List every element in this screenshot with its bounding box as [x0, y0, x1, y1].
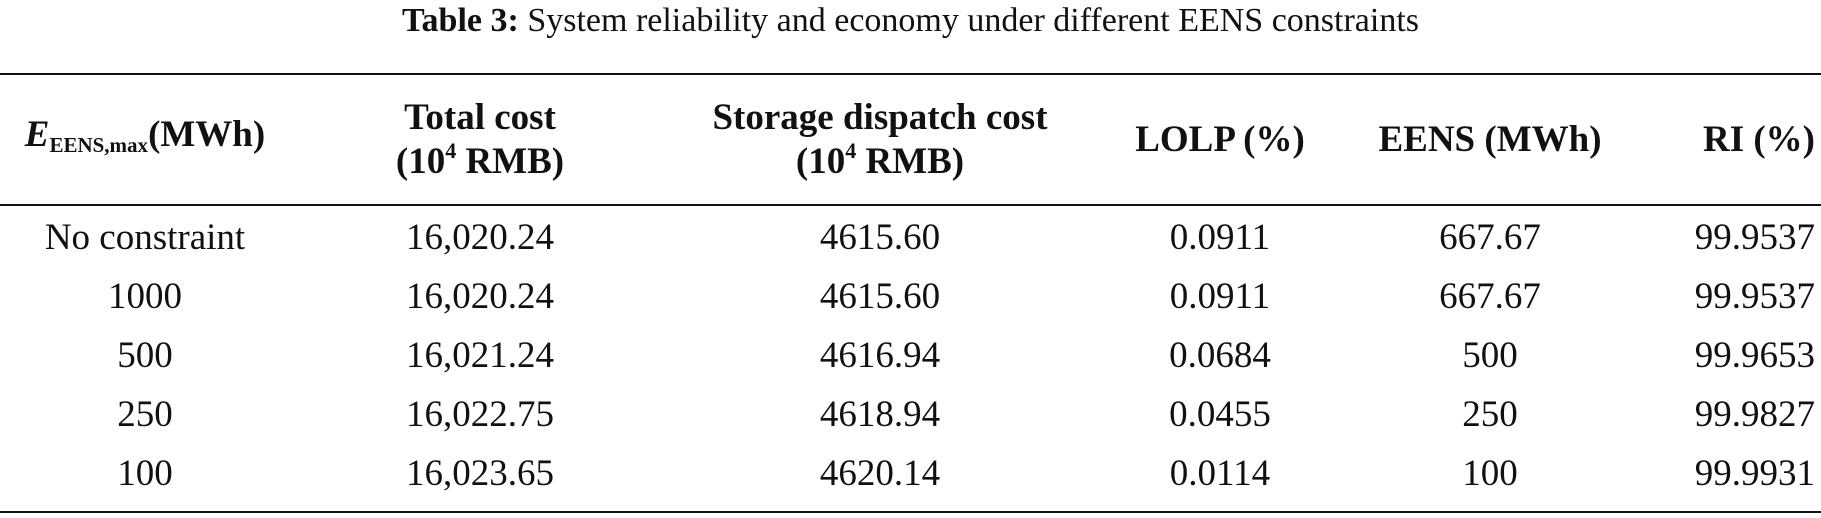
cell-lolp: 0.0455 — [1169, 393, 1271, 435]
cell-constraint: 1000 — [108, 275, 182, 317]
cell-lolp: 0.0684 — [1169, 334, 1271, 376]
table-row: 100 16,023.65 4620.14 0.0114 100 99.9931 — [0, 444, 1821, 503]
cell-total-cost: 16,022.75 — [406, 393, 554, 435]
table-caption: Table 3: System reliability and economy … — [0, 0, 1821, 48]
cell-total-cost: 16,020.24 — [406, 216, 554, 258]
header-storage-cost-line2: (104 RMB) — [670, 140, 1090, 184]
cell-eens: 667.67 — [1439, 275, 1541, 317]
header-total-cost-unit-suffix: RMB) — [456, 141, 565, 182]
table-caption-label: Table 3: — [402, 2, 519, 39]
table-row: 250 16,022.75 4618.94 0.0455 250 99.9827 — [0, 385, 1821, 444]
cell-storage-cost: 4618.94 — [819, 393, 941, 435]
table-caption-text: System reliability and economy under dif… — [527, 2, 1419, 39]
cell-ri: 99.9653 — [1694, 334, 1815, 376]
header-eens-max: EEENS,max(MWh) — [0, 76, 290, 204]
cell-eens: 100 — [1462, 452, 1518, 494]
header-total-cost-unit-prefix: (10 — [395, 141, 446, 182]
header-total-cost-exponent: 4 — [445, 138, 457, 163]
cell-ri: 99.9537 — [1694, 275, 1815, 317]
cell-total-cost: 16,020.24 — [406, 275, 554, 317]
header-storage-cost-line1: Storage dispatch cost — [712, 97, 1048, 138]
table-row: 500 16,021.24 4616.94 0.0684 500 99.9653 — [0, 326, 1821, 385]
header-total-cost-line2: (104 RMB) — [290, 140, 670, 184]
cell-lolp: 0.0114 — [1169, 452, 1271, 494]
header-eens: EENS (MWh) — [1378, 119, 1602, 160]
cell-total-cost: 16,023.65 — [406, 452, 554, 494]
table-row: 1000 16,020.24 4615.60 0.0911 667.67 99.… — [0, 267, 1821, 326]
header-total-cost-line1: Total cost — [404, 97, 556, 138]
header-storage-cost-unit-prefix: (10 — [795, 141, 846, 182]
cell-storage-cost: 4620.14 — [819, 452, 941, 494]
cell-eens: 500 — [1462, 334, 1518, 376]
results-table: EEENS,max(MWh) Total cost (104 RMB) Stor… — [0, 76, 1821, 503]
header-lolp: LOLP (%) — [1135, 119, 1305, 160]
table-bottom-rule — [0, 511, 1821, 513]
cell-constraint: 500 — [117, 334, 173, 376]
header-eens-max-subscript: EENS,max — [49, 133, 149, 157]
cell-eens: 250 — [1462, 393, 1518, 435]
header-ri: RI (%) — [1702, 119, 1815, 160]
table-header-rule — [0, 204, 1821, 206]
table-header-row: EEENS,max(MWh) Total cost (104 RMB) Stor… — [0, 76, 1821, 204]
cell-storage-cost: 4616.94 — [819, 334, 941, 376]
header-storage-cost-exponent: 4 — [845, 138, 857, 163]
cell-constraint: No constraint — [44, 216, 246, 258]
header-storage-cost: Storage dispatch cost (104 RMB) — [670, 76, 1090, 204]
cell-storage-cost: 4615.60 — [819, 275, 941, 317]
cell-total-cost: 16,021.24 — [406, 334, 554, 376]
cell-lolp: 0.0911 — [1169, 275, 1271, 317]
cell-ri: 99.9931 — [1694, 452, 1815, 494]
cell-ri: 99.9827 — [1694, 393, 1815, 435]
cell-storage-cost: 4615.60 — [819, 216, 941, 258]
header-storage-cost-unit-suffix: RMB) — [856, 141, 965, 182]
cell-eens: 667.67 — [1439, 216, 1541, 258]
cell-ri: 99.9537 — [1694, 216, 1815, 258]
cell-constraint: 100 — [117, 452, 173, 494]
header-eens-max-unit: (MWh) — [148, 114, 266, 155]
header-total-cost: Total cost (104 RMB) — [290, 76, 670, 204]
table-top-rule — [0, 73, 1821, 75]
header-eens-max-symbol: E — [24, 114, 50, 155]
table-row: No constraint 16,020.24 4615.60 0.0911 6… — [0, 204, 1821, 267]
cell-constraint: 250 — [117, 393, 173, 435]
cell-lolp: 0.0911 — [1169, 216, 1271, 258]
